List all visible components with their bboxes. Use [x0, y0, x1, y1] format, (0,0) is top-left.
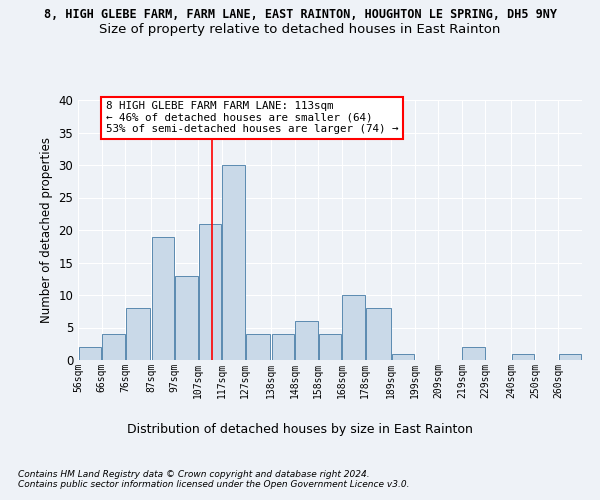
- Bar: [79, 347, 101, 360]
- Bar: [366, 308, 391, 360]
- Bar: [199, 224, 221, 360]
- Text: 8, HIGH GLEBE FARM, FARM LANE, EAST RAINTON, HOUGHTON LE SPRING, DH5 9NY: 8, HIGH GLEBE FARM, FARM LANE, EAST RAIN…: [44, 8, 557, 20]
- Bar: [272, 334, 294, 360]
- Bar: [246, 334, 271, 360]
- Bar: [102, 334, 125, 360]
- Bar: [175, 276, 197, 360]
- Text: Distribution of detached houses by size in East Rainton: Distribution of detached houses by size …: [127, 422, 473, 436]
- Bar: [392, 354, 414, 360]
- Bar: [152, 236, 174, 360]
- Bar: [295, 321, 317, 360]
- Y-axis label: Number of detached properties: Number of detached properties: [40, 137, 53, 323]
- Bar: [343, 295, 365, 360]
- Bar: [512, 354, 535, 360]
- Bar: [222, 165, 245, 360]
- Text: Contains public sector information licensed under the Open Government Licence v3: Contains public sector information licen…: [18, 480, 409, 489]
- Text: 8 HIGH GLEBE FARM FARM LANE: 113sqm
← 46% of detached houses are smaller (64)
53: 8 HIGH GLEBE FARM FARM LANE: 113sqm ← 46…: [106, 102, 398, 134]
- Bar: [126, 308, 151, 360]
- Bar: [559, 354, 581, 360]
- Bar: [463, 347, 485, 360]
- Text: Contains HM Land Registry data © Crown copyright and database right 2024.: Contains HM Land Registry data © Crown c…: [18, 470, 370, 479]
- Bar: [319, 334, 341, 360]
- Text: Size of property relative to detached houses in East Rainton: Size of property relative to detached ho…: [100, 22, 500, 36]
